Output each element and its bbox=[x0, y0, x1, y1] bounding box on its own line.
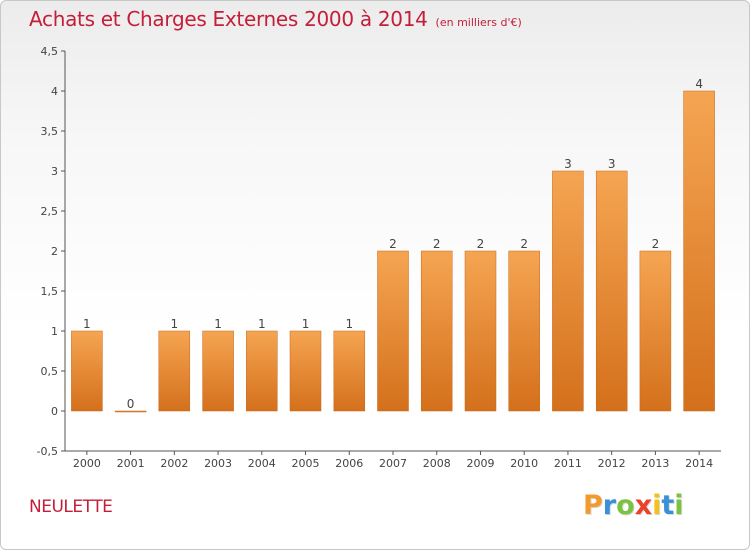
bar bbox=[202, 330, 234, 412]
x-tick-label: 2014 bbox=[685, 457, 713, 470]
logo-letter: x bbox=[634, 490, 653, 521]
data-label: 1 bbox=[171, 317, 179, 331]
chart-title: Achats et Charges Externes 2000 à 2014 (e… bbox=[29, 7, 522, 31]
y-tick-label: 2 bbox=[51, 245, 58, 258]
data-label: 2 bbox=[652, 237, 660, 251]
x-tick-label: 2004 bbox=[248, 457, 276, 470]
bars bbox=[71, 90, 715, 413]
chart-title-text: Achats et Charges Externes 2000 à 2014 bbox=[29, 7, 428, 31]
data-label: 1 bbox=[258, 317, 266, 331]
bar bbox=[595, 170, 628, 412]
y-tick-label: 1 bbox=[51, 325, 58, 338]
commune-name: NEULETTE bbox=[29, 497, 113, 517]
x-tick-label: 2005 bbox=[292, 457, 320, 470]
bar bbox=[246, 330, 278, 412]
x-tick-label: 2012 bbox=[598, 457, 626, 470]
y-axis: -0,5 0 0,5 1 1,5 2 2,5 3 3,5 4 4,5 bbox=[37, 45, 66, 458]
x-tick-label: 2002 bbox=[160, 457, 188, 470]
x-tick-label: 2001 bbox=[117, 457, 145, 470]
x-tick-label: 2013 bbox=[641, 457, 669, 470]
logo-letter: i bbox=[652, 490, 662, 521]
y-tick-label: 4,5 bbox=[41, 45, 59, 58]
x-axis: 2000 2001 2002 2003 2004 2005 2006 2007 2008 2009… bbox=[65, 450, 721, 470]
bar bbox=[464, 250, 497, 412]
data-label: 2 bbox=[520, 237, 528, 251]
logo-letter: t bbox=[661, 490, 675, 521]
bar bbox=[333, 330, 366, 412]
x-tick-label: 2007 bbox=[379, 457, 407, 470]
x-tick-label: 2010 bbox=[510, 457, 538, 470]
logo-letter: o bbox=[616, 490, 635, 521]
bar bbox=[289, 330, 322, 412]
data-label: 2 bbox=[389, 237, 397, 251]
y-tick-label: 2,5 bbox=[41, 205, 59, 218]
x-tick-label: 2008 bbox=[423, 457, 451, 470]
data-label: 1 bbox=[214, 317, 222, 331]
bar bbox=[420, 250, 453, 412]
x-tick-label: 2003 bbox=[204, 457, 232, 470]
bar bbox=[377, 250, 409, 412]
y-tick-label: 1,5 bbox=[41, 285, 59, 298]
y-tick-label: 3 bbox=[51, 165, 58, 178]
data-label: 2 bbox=[433, 237, 441, 251]
bar bbox=[158, 330, 191, 412]
proxiti-logo: Proxiti bbox=[583, 490, 684, 521]
logo-letter: i bbox=[674, 490, 684, 521]
data-label: 3 bbox=[564, 157, 572, 171]
data-label: 1 bbox=[83, 317, 91, 331]
data-label: 3 bbox=[608, 157, 616, 171]
bar bbox=[639, 250, 672, 412]
data-label: 1 bbox=[345, 317, 353, 331]
y-tick-label: 3,5 bbox=[41, 125, 59, 138]
chart-unit-label: (en milliers d'€) bbox=[435, 16, 522, 29]
y-tick-label: -0,5 bbox=[37, 445, 58, 458]
x-tick-label: 2009 bbox=[466, 457, 494, 470]
x-tick-label: 2000 bbox=[73, 457, 101, 470]
y-tick-label: 0 bbox=[51, 405, 58, 418]
data-label: 2 bbox=[477, 237, 485, 251]
bar bbox=[552, 170, 584, 412]
bar bbox=[114, 410, 147, 413]
data-label: 1 bbox=[302, 317, 310, 331]
y-tick-label: 0,5 bbox=[41, 365, 59, 378]
y-tick-label: 4 bbox=[51, 85, 58, 98]
x-tick-label: 2011 bbox=[554, 457, 582, 470]
data-label: 4 bbox=[695, 77, 703, 91]
bar bbox=[508, 250, 540, 412]
x-tick-label: 2006 bbox=[335, 457, 363, 470]
data-labels: 1 0 1 1 1 1 1 2 2 2 2 3 3 2 4 bbox=[83, 77, 703, 411]
data-label: 0 bbox=[127, 397, 135, 411]
logo-letter: r bbox=[602, 490, 617, 521]
bar bbox=[71, 330, 103, 412]
bar bbox=[683, 90, 715, 412]
logo-letter: P bbox=[583, 490, 603, 521]
